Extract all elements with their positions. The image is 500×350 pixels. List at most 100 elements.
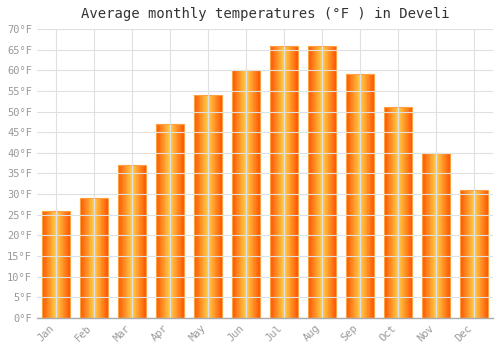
Bar — [69, 211, 70, 318]
Bar — [207, 95, 208, 318]
Bar — [384, 107, 412, 318]
Bar — [398, 107, 399, 318]
Bar — [274, 46, 275, 318]
Bar — [429, 153, 430, 318]
Bar — [61, 211, 62, 318]
Bar — [194, 95, 195, 318]
Bar — [236, 70, 237, 318]
Bar — [126, 165, 128, 318]
Bar — [317, 46, 318, 318]
Bar — [434, 153, 435, 318]
Bar — [162, 124, 163, 318]
Bar — [125, 165, 126, 318]
Bar — [364, 75, 365, 318]
Bar — [84, 198, 86, 318]
Bar — [329, 46, 330, 318]
Bar — [366, 75, 367, 318]
Bar — [286, 46, 287, 318]
Bar — [242, 70, 243, 318]
Bar — [295, 46, 296, 318]
Bar — [360, 75, 361, 318]
Bar — [168, 124, 170, 318]
Bar — [232, 70, 260, 318]
Bar — [386, 107, 387, 318]
Bar — [486, 190, 487, 318]
Bar — [466, 190, 467, 318]
Bar — [294, 46, 295, 318]
Bar — [62, 211, 63, 318]
Bar — [63, 211, 64, 318]
Bar — [396, 107, 397, 318]
Bar — [325, 46, 326, 318]
Bar — [128, 165, 129, 318]
Bar — [98, 198, 99, 318]
Bar — [134, 165, 136, 318]
Bar — [138, 165, 140, 318]
Bar — [175, 124, 176, 318]
Bar — [467, 190, 468, 318]
Bar — [308, 46, 336, 318]
Bar — [96, 198, 98, 318]
Bar — [328, 46, 329, 318]
Bar — [368, 75, 369, 318]
Bar — [209, 95, 210, 318]
Bar — [385, 107, 386, 318]
Bar — [322, 46, 323, 318]
Bar — [288, 46, 289, 318]
Bar — [142, 165, 144, 318]
Bar — [270, 46, 298, 318]
Bar — [335, 46, 336, 318]
Bar — [440, 153, 441, 318]
Bar — [54, 211, 55, 318]
Bar — [202, 95, 203, 318]
Bar — [249, 70, 250, 318]
Bar — [55, 211, 56, 318]
Bar — [118, 165, 146, 318]
Bar — [476, 190, 477, 318]
Bar — [479, 190, 480, 318]
Bar — [464, 190, 465, 318]
Bar — [232, 70, 233, 318]
Bar — [323, 46, 324, 318]
Bar — [273, 46, 274, 318]
Bar — [196, 95, 197, 318]
Bar — [210, 95, 211, 318]
Bar — [44, 211, 45, 318]
Bar — [56, 211, 57, 318]
Bar — [437, 153, 438, 318]
Bar — [129, 165, 130, 318]
Bar — [180, 124, 182, 318]
Bar — [163, 124, 164, 318]
Bar — [136, 165, 137, 318]
Bar — [270, 46, 271, 318]
Bar — [238, 70, 239, 318]
Bar — [350, 75, 351, 318]
Bar — [248, 70, 249, 318]
Bar — [439, 153, 440, 318]
Bar — [472, 190, 473, 318]
Bar — [254, 70, 255, 318]
Bar — [42, 211, 43, 318]
Bar — [435, 153, 436, 318]
Bar — [104, 198, 105, 318]
Bar — [53, 211, 54, 318]
Bar — [473, 190, 474, 318]
Bar — [349, 75, 350, 318]
Bar — [388, 107, 389, 318]
Bar — [220, 95, 221, 318]
Bar — [475, 190, 476, 318]
Bar — [50, 211, 51, 318]
Bar — [365, 75, 366, 318]
Bar — [246, 70, 247, 318]
Bar — [359, 75, 360, 318]
Bar — [45, 211, 46, 318]
Bar — [158, 124, 159, 318]
Bar — [145, 165, 146, 318]
Bar — [485, 190, 486, 318]
Bar — [355, 75, 356, 318]
Bar — [292, 46, 293, 318]
Bar — [174, 124, 175, 318]
Bar — [469, 190, 470, 318]
Bar — [95, 198, 96, 318]
Bar — [217, 95, 218, 318]
